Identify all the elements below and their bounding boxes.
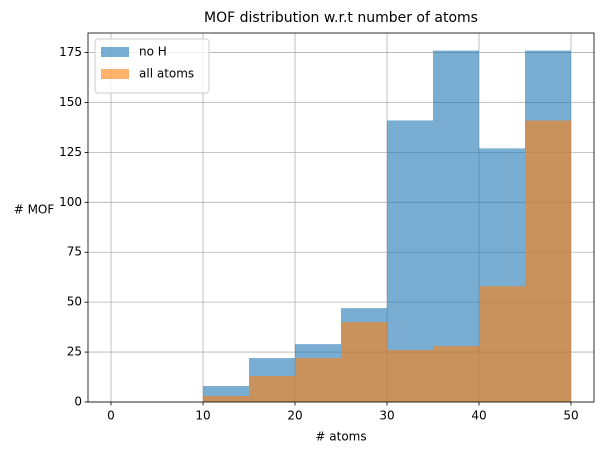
legend-swatch: [101, 47, 129, 57]
x-axis-label: # atoms: [315, 430, 366, 444]
bar: [479, 286, 525, 402]
x-tick-label: 30: [379, 409, 394, 423]
y-tick-label: 75: [67, 245, 82, 259]
y-tick-label: 150: [59, 95, 82, 109]
bar: [525, 120, 571, 402]
y-axis-label: # MOF: [14, 203, 55, 217]
y-tick-label: 100: [59, 195, 82, 209]
legend-swatch: [101, 69, 129, 79]
bar: [203, 396, 249, 402]
bar: [433, 50, 479, 402]
bar: [387, 350, 433, 402]
x-tick-label: 20: [287, 409, 302, 423]
bar: [249, 376, 295, 402]
x-tick-label: 0: [107, 409, 115, 423]
y-tick-label: 25: [67, 345, 82, 359]
bar: [295, 358, 341, 402]
y-tick-label: 125: [59, 145, 82, 159]
x-tick-label: 40: [471, 409, 486, 423]
legend-label: all atoms: [139, 67, 194, 81]
y-tick-label: 50: [67, 295, 82, 309]
legend-label: no H: [139, 45, 167, 59]
y-tick-label: 0: [74, 395, 82, 409]
bar: [341, 322, 387, 402]
bar: [433, 346, 479, 402]
legend: no H all atoms: [94, 38, 210, 94]
y-tick-label: 175: [59, 45, 82, 59]
x-tick-label: 10: [195, 409, 210, 423]
x-tick-label: 50: [563, 409, 578, 423]
chart-title: MOF distribution w.r.t number of atoms: [204, 10, 478, 26]
axes-frame: [87, 32, 595, 403]
